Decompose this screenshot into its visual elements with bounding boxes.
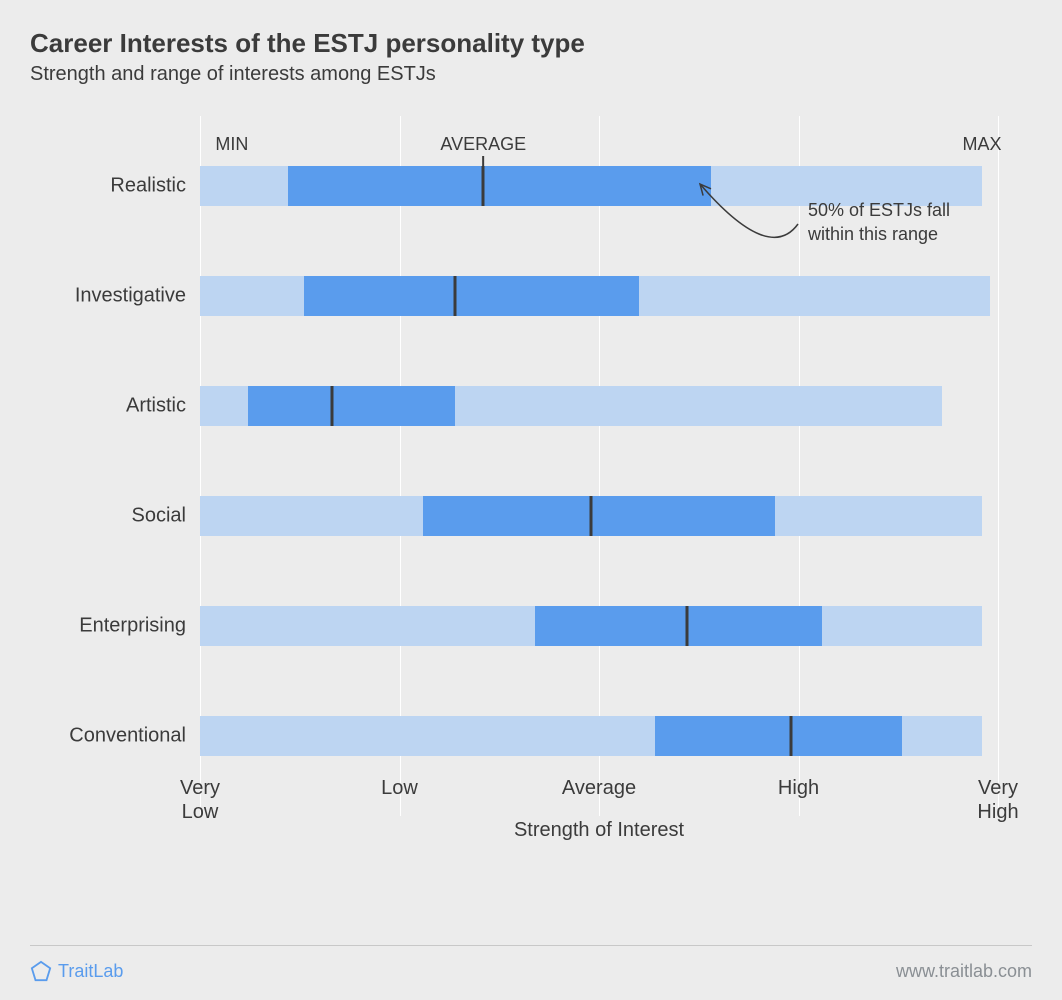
x-axis-title: Strength of Interest	[514, 819, 684, 842]
site-url: www.traitlab.com	[896, 961, 1032, 982]
brand-logo-icon	[30, 960, 52, 982]
x-gridline	[998, 116, 999, 816]
chart-frame: Career Interests of the ESTJ personality…	[0, 0, 1062, 1000]
brand: TraitLab	[30, 960, 123, 982]
category-label: Investigative	[75, 285, 200, 308]
footer: TraitLab www.traitlab.com	[30, 945, 1032, 982]
category-label: Realistic	[110, 175, 200, 198]
category-label: Artistic	[126, 395, 200, 418]
category-label: Enterprising	[79, 615, 200, 638]
category-label: Social	[132, 505, 200, 528]
category-label: Conventional	[69, 725, 200, 748]
chart-title: Career Interests of the ESTJ personality…	[30, 28, 1032, 59]
plot-area: Very LowLowAverageHighVery HighStrength …	[200, 116, 998, 816]
chart-subtitle: Strength and range of interests among ES…	[30, 63, 1032, 86]
annotation-arrow	[200, 116, 998, 816]
brand-name: TraitLab	[58, 961, 123, 982]
